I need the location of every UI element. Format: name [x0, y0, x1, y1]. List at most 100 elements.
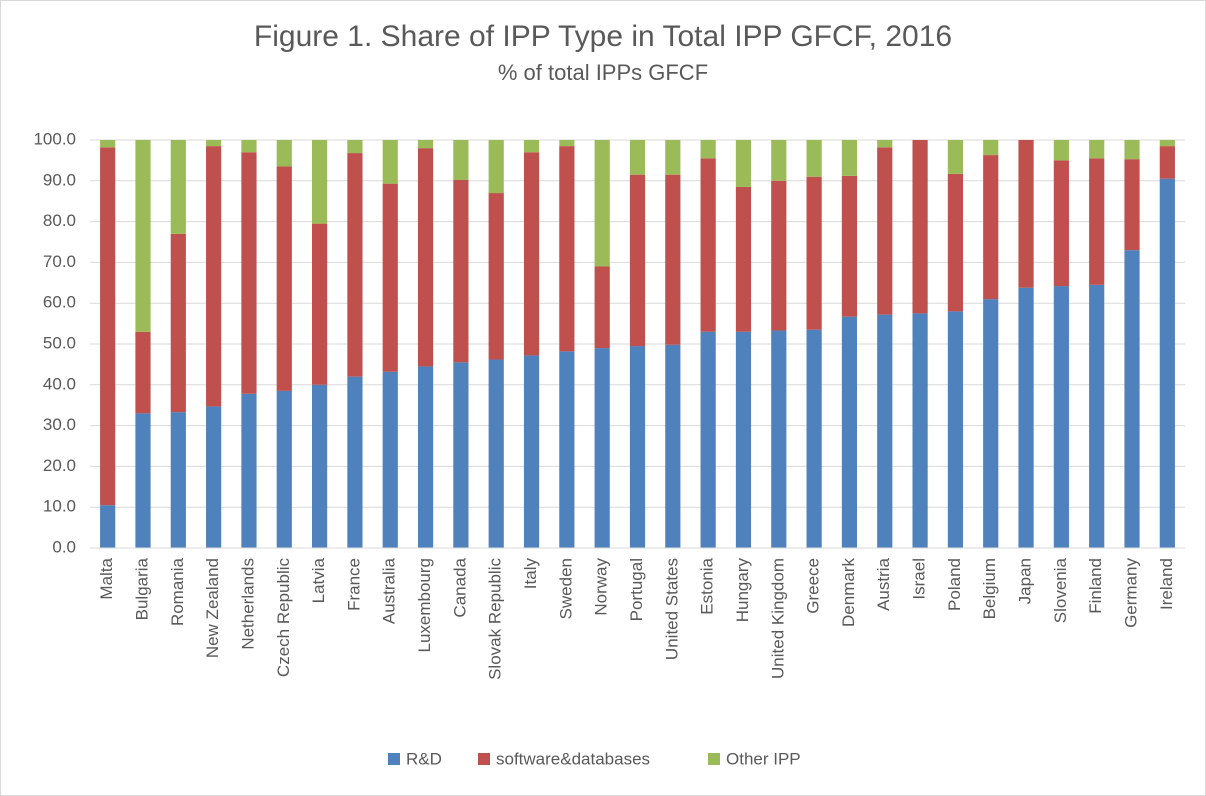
x-tick-label: Japan	[1016, 558, 1035, 604]
bar-segment	[700, 140, 716, 159]
bar-segment	[206, 140, 222, 147]
x-tick-label: Finland	[1086, 558, 1105, 614]
bar-segment	[559, 146, 575, 352]
y-tick-label: 100.0	[33, 129, 76, 148]
x-tick-label: Germany	[1122, 558, 1141, 628]
bar-segment	[276, 390, 292, 548]
bar-segment	[382, 140, 398, 184]
bar-segment	[877, 314, 893, 548]
bar-segment	[1159, 178, 1175, 548]
bar-segment	[453, 140, 469, 180]
bar-segment	[983, 140, 999, 156]
bar-segment	[841, 175, 858, 317]
bar-segment	[523, 140, 540, 153]
bar-segment	[135, 140, 151, 332]
x-tick-label: France	[344, 558, 363, 611]
y-tick-label: 80.0	[43, 211, 76, 230]
y-tick-label: 90.0	[43, 170, 76, 189]
bar-segment	[912, 313, 928, 548]
x-tick-label: Czech Republic	[274, 558, 293, 678]
bar-segment	[983, 299, 999, 548]
x-tick-label: Belgium	[980, 558, 999, 619]
x-tick-label: Austria	[874, 557, 893, 610]
bar-segment	[665, 140, 681, 175]
bar-segment	[523, 355, 540, 548]
bar-segment	[347, 140, 363, 154]
bar-segment	[347, 376, 363, 548]
bar-segment	[1018, 287, 1034, 548]
bar-segment	[206, 406, 222, 548]
bar-segment	[594, 140, 610, 267]
bar-segment	[771, 330, 787, 548]
bar-segment	[312, 223, 328, 385]
bar-segment	[1159, 140, 1175, 147]
bar-segment	[629, 174, 646, 347]
bar-segment	[276, 166, 292, 391]
bar-segment	[382, 371, 398, 548]
bar-segment	[135, 413, 151, 548]
bar-segment	[665, 344, 681, 548]
bar-segment	[312, 140, 328, 224]
legend-label: R&D	[406, 749, 442, 768]
bar-segment	[382, 183, 398, 372]
bar-segment	[947, 140, 963, 174]
bar-segment	[912, 140, 928, 314]
bar-segment	[241, 140, 257, 153]
bar-segment	[417, 148, 434, 367]
legend-swatch	[388, 753, 400, 765]
x-tick-label: Denmark	[839, 558, 858, 627]
y-tick-label: 20.0	[43, 456, 76, 475]
bar-segment	[771, 180, 787, 331]
chart-subtitle: % of total IPPs GFCF	[498, 60, 708, 85]
bar-segment	[453, 179, 469, 363]
bar-segment	[1124, 250, 1140, 548]
bar-segment	[170, 412, 186, 548]
bar-segment	[1124, 140, 1140, 160]
bar-segment	[700, 331, 716, 548]
bar-segment	[488, 140, 504, 194]
x-tick-label: Hungary	[733, 558, 752, 623]
bar-segment	[559, 351, 575, 548]
bar-segment	[877, 147, 893, 315]
bar-segment	[629, 346, 646, 548]
x-tick-label: Latvia	[309, 557, 328, 603]
x-tick-label: Poland	[945, 558, 964, 611]
bar-segment	[594, 266, 610, 349]
bar-segment	[594, 348, 610, 548]
bar-segment	[841, 316, 858, 548]
bar-segment	[841, 140, 858, 176]
legend-label: software&databases	[496, 749, 650, 768]
x-tick-label: Italy	[521, 558, 540, 590]
bar-segment	[700, 158, 716, 332]
chart-title: Figure 1. Share of IPP Type in Total IPP…	[254, 20, 952, 53]
bar-segment	[206, 146, 222, 407]
bar-segment	[170, 233, 186, 413]
bar-segment	[665, 174, 681, 345]
x-tick-label: United Kingdom	[768, 558, 787, 679]
bar-segment	[135, 331, 151, 414]
bar-segment	[417, 366, 434, 548]
x-tick-label: Norway	[592, 558, 611, 616]
bar-segment	[947, 311, 963, 548]
bar-segment	[1159, 146, 1175, 179]
y-tick-label: 60.0	[43, 293, 76, 312]
x-tick-label: Slovak Republic	[486, 558, 505, 680]
bar-segment	[1089, 158, 1105, 285]
bar-segment	[523, 152, 540, 356]
y-tick-label: 50.0	[43, 333, 76, 352]
bar-segment	[312, 384, 328, 548]
bar-segment	[1089, 140, 1105, 159]
bar-segment	[417, 140, 434, 149]
x-tick-label: New Zealand	[203, 558, 222, 658]
bar-segment	[276, 140, 292, 167]
x-tick-label: Ireland	[1157, 558, 1176, 610]
x-tick-label: Romania	[168, 557, 187, 626]
bar-segment	[735, 186, 752, 332]
bar-segment	[1089, 284, 1105, 548]
bar-segment	[1124, 159, 1140, 251]
x-tick-label: United States	[662, 558, 681, 660]
bar-segment	[100, 140, 116, 148]
bar-segment	[983, 155, 999, 300]
y-tick-label: 40.0	[43, 374, 76, 393]
